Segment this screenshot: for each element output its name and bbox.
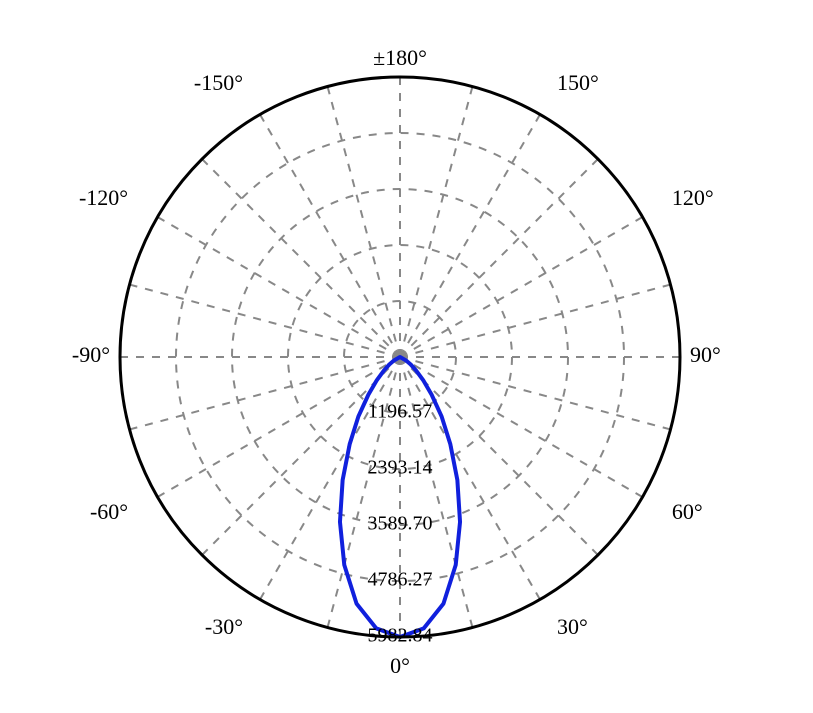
angle-label: -150° <box>194 70 243 95</box>
radial-label: 4786.27 <box>368 569 433 591</box>
radial-label: 5982.84 <box>368 625 433 647</box>
angle-label: 60° <box>672 499 703 524</box>
radial-label: 1196.57 <box>368 401 432 423</box>
angle-label: 30° <box>557 614 588 639</box>
angle-label: ±180° <box>373 45 427 70</box>
radial-label: 3589.70 <box>368 513 433 535</box>
angle-label: -90° <box>72 342 110 367</box>
radial-label: 2393.14 <box>368 457 433 479</box>
angle-label: 150° <box>557 70 599 95</box>
angle-label: -60° <box>90 499 128 524</box>
angle-label: 120° <box>672 185 714 210</box>
polar-chart: 1196.57 2393.14 3589.70 4786.27 5982.84 0° 30°… <box>0 0 813 713</box>
angle-label: -30° <box>205 614 243 639</box>
angle-label: 90° <box>690 342 721 367</box>
angle-label: 0° <box>390 653 410 678</box>
angle-label: -120° <box>79 185 128 210</box>
